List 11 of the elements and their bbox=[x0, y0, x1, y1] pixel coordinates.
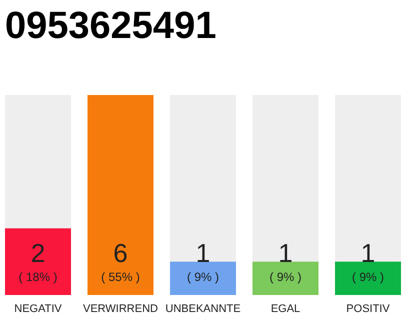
chart-title: 0953625491 bbox=[5, 5, 216, 47]
x-tick-label: EGAL bbox=[270, 303, 300, 315]
data-label: 1 ( 9% ) bbox=[269, 238, 302, 284]
x-tick-label: VERWIRREND bbox=[83, 303, 158, 315]
data-label: 2 ( 18% ) bbox=[18, 238, 58, 284]
x-tick-label: UNBEKANNTE bbox=[165, 303, 241, 315]
data-label: 1 ( 9% ) bbox=[352, 238, 384, 284]
x-tick-label: NEGATIV bbox=[14, 303, 62, 315]
data-label: 6 ( 55% ) bbox=[101, 238, 140, 284]
x-tick-label: POSITIV bbox=[346, 303, 390, 315]
data-label: 1 ( 9% ) bbox=[186, 238, 220, 284]
